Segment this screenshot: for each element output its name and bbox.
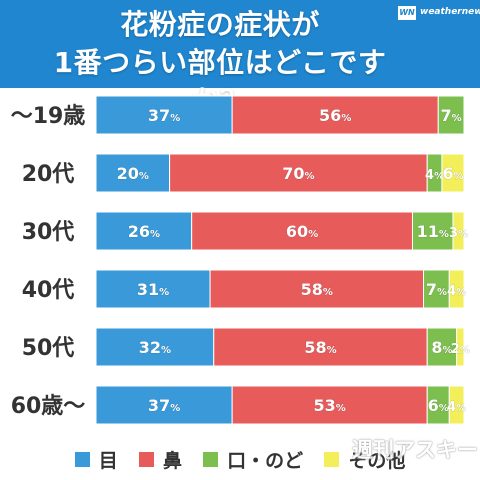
data-label: 37% (148, 106, 180, 125)
title-line-1: 花粉症の症状が (120, 8, 320, 41)
weathernews-logo: WN weathernews (398, 6, 480, 22)
chart-header: 花粉症の症状が 1番つらい部位はどこですか？ WN weathernews (0, 0, 480, 117)
legend-label-nose: 鼻 (162, 450, 182, 472)
data-label: 11% (417, 222, 449, 241)
watermark: 週刊アスキー (352, 438, 478, 462)
data-label: 56% (319, 106, 351, 125)
data-label: 4% (447, 284, 466, 299)
bar-segment-mouth-throat (437, 95, 465, 135)
category-label: 〜19歳 (11, 104, 86, 129)
brand-mark: WN (398, 6, 416, 20)
legend-item-nose: 鼻 (138, 446, 182, 473)
bar-segment-other (448, 269, 465, 309)
data-label: 7% (426, 280, 447, 299)
bar-segment-mouth-throat (426, 327, 458, 367)
category-label: 50代 (22, 336, 75, 361)
data-label: 58% (304, 338, 336, 357)
data-label: 70% (282, 164, 314, 183)
category-label: 40代 (22, 278, 75, 303)
legend-label-other: その他 (348, 450, 406, 472)
data-label: 3% (449, 226, 468, 241)
legend-swatch-eyes (74, 452, 90, 467)
legend-swatch-nose (138, 452, 154, 467)
data-label: 32% (139, 338, 171, 357)
data-label: 26% (128, 222, 160, 241)
brand-name: weathernews (420, 7, 480, 17)
legend-label-eyes: 目 (98, 450, 118, 472)
legend-label-mouth-throat: 口・のど (227, 450, 304, 472)
bar-segment-other (452, 211, 465, 251)
bar-segment-other (456, 327, 465, 367)
bar-segment-nose (213, 327, 428, 367)
bar-segment-other (448, 385, 465, 425)
bar-segment-nose (231, 95, 439, 135)
data-label: 4% (425, 168, 444, 183)
data-label: 58% (301, 280, 333, 299)
category-label: 20代 (22, 162, 75, 187)
bar-segment-nose (209, 269, 425, 309)
chart-legend: 目 鼻 口・のど その他 (0, 446, 480, 472)
category-label: 30代 (22, 220, 75, 245)
legend-item-eyes: 目 (74, 446, 118, 473)
category-label: 60歳〜 (11, 394, 86, 419)
bar-segment-eyes (95, 385, 233, 425)
bar-segment-nose (169, 153, 428, 193)
legend-swatch-other (324, 452, 340, 467)
bar-segment-eyes (95, 95, 233, 135)
bar-segment-eyes (95, 327, 215, 367)
data-label: 6% (428, 396, 449, 415)
legend-item-mouth-throat: 口・のど (203, 446, 303, 473)
chart-title: 花粉症の症状が 1番つらい部位はどこですか？ (40, 6, 400, 120)
data-label: 60% (286, 222, 318, 241)
data-label: 8% (431, 338, 452, 357)
data-label: 20% (117, 164, 149, 183)
bar-segment-eyes (95, 153, 171, 193)
data-label: 53% (314, 396, 346, 415)
bar-segment-other (441, 153, 465, 193)
legend-swatch-mouth-throat (203, 452, 219, 467)
bar-segment-mouth-throat (411, 211, 454, 251)
data-label: 4% (447, 400, 466, 415)
data-label: 2% (451, 342, 470, 357)
bar-segment-mouth-throat (423, 269, 450, 309)
data-label: 37% (148, 396, 180, 415)
data-label: 6% (442, 164, 463, 183)
data-label: 7% (441, 106, 462, 125)
legend-item-other: その他 (324, 446, 405, 473)
data-label: 31% (137, 280, 169, 299)
bar-segment-eyes (95, 269, 211, 309)
